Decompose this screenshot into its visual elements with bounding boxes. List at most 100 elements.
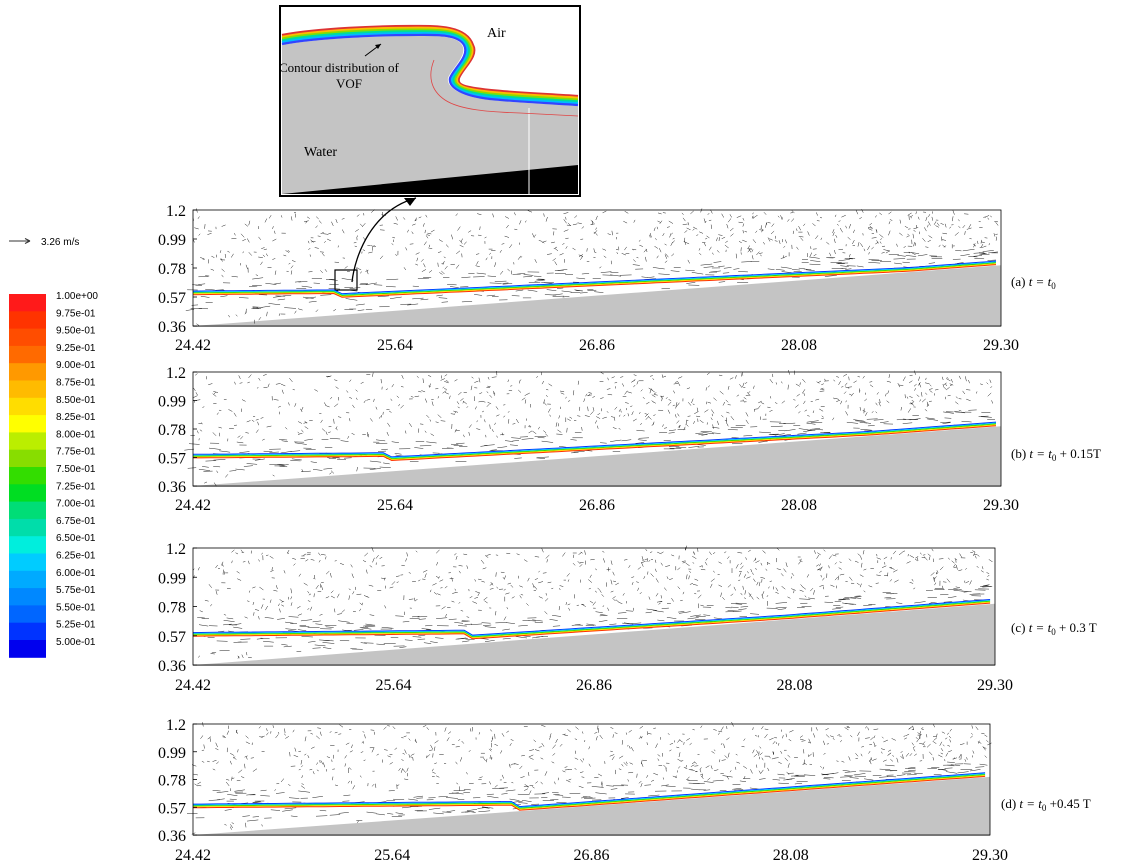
panel-label: (b) t = t0 + 0.15T [1011,446,1101,463]
inset-contour-line [281,26,579,99]
panel-label-prefix: (c) [1011,620,1029,635]
y-tick-label: 0.57 [158,451,186,468]
panel-vof-contour [192,601,991,639]
x-tick-label: 26.86 [579,337,615,354]
colorbar-label: 8.75e-01 [56,378,96,389]
panel-vof-contour [193,424,997,461]
panel-bed-region [193,776,990,836]
colorbar-label: 6.25e-01 [56,551,96,562]
x-tick-label: 26.86 [579,497,615,514]
x-tick-label: 28.08 [781,337,817,354]
panel-vof-contour [192,264,997,298]
panel-vof-contour [193,773,986,809]
panel-vof-contour [192,260,997,295]
colorbar-swatch [9,640,46,658]
colorbar-swatch [9,415,46,433]
colorbar-swatch [9,397,46,416]
colorbar-label: 8.25e-01 [56,412,96,423]
colorbar-swatch [9,518,46,537]
colorbar-swatch [9,536,46,554]
colorbar-label: 9.25e-01 [56,343,96,354]
x-tick-label: 24.42 [175,847,211,864]
colorbar-swatch [9,432,46,451]
inset-water-label: Water [304,145,337,160]
inset-contour-line [281,33,579,107]
x-tick-label: 24.42 [175,497,211,514]
y-tick-label: 0.99 [158,570,186,587]
colorbar-swatch [9,484,46,503]
panel-vof-contour [193,421,997,458]
panel-label-sub: 0 [1052,453,1057,463]
colorbar-swatch [9,467,46,485]
colorbar-swatch [9,588,46,606]
x-tick-label: 25.64 [374,847,410,864]
zoom-connector-arrowhead [404,198,416,206]
y-tick-label: 0.36 [158,658,186,675]
panel-label-prefix: (a) [1011,274,1029,289]
panel-bed-region [193,265,1001,327]
panel-d: 1.2 0.99 0.78 0.57 0.36 24.42 25.64 26.86 28.08 2… [158,717,1091,864]
panel-c: 1.2 0.99 0.78 0.57 0.36 24.42 25.64 26.86 28.08 2… [158,541,1097,694]
colorbar-label: 6.00e-01 [56,568,96,579]
panel-vof-contour [193,772,986,808]
inset-air-label: Air [487,26,506,41]
panel-label-suffix: + 0.3 T [1056,620,1097,635]
panel-vof-contour [192,602,991,640]
panel-vof-contour [192,599,991,637]
panel-label-sub: 0 [1051,281,1056,291]
panel-label-sub: 0 [1042,803,1047,813]
y-tick-label: 0.57 [158,629,186,646]
y-tick-label: 0.36 [158,319,186,336]
inset-contour-line [281,31,579,105]
y-tick-label: 0.36 [158,828,186,845]
colorbar-label: 5.75e-01 [56,585,96,596]
y-tick-label: 0.99 [158,394,186,411]
colorbar-label: 9.50e-01 [56,326,96,337]
velocity-scale-label: 3.26 m/s [41,237,79,248]
panel-velocity-arrows [192,545,993,659]
panel-bed-region [193,426,1001,487]
y-tick-label: 0.57 [158,290,186,307]
inset-water-region [282,35,578,195]
inset-annotation-pointer-head [375,44,381,49]
colorbar-swatch [9,311,46,330]
colorbar-swatch [9,449,46,468]
x-tick-label: 25.64 [377,497,413,514]
colorbar-label: 7.50e-01 [56,464,96,475]
panel-label-time: t = t [1019,796,1042,811]
y-tick-label: 0.78 [158,600,186,617]
panel-velocity-arrows [186,721,992,835]
colorbar-label: 9.75e-01 [56,308,96,319]
colorbar-swatch [9,345,46,364]
inset-red-inner-contour [430,59,579,117]
panel-vof-contour [193,425,997,462]
x-tick-label: 29.30 [983,337,1019,354]
panel-vof-contour [193,774,986,809]
panel-vof-contour [192,599,991,636]
panel-label-time: t = t [1029,620,1052,635]
panel-label: (d) t = t0 +0.45 T [1001,796,1091,813]
colorbar-swatch [9,622,46,641]
x-tick-label: 29.30 [972,847,1008,864]
colorbar-label: 8.00e-01 [56,429,96,440]
colorbar-swatch [9,570,46,589]
y-tick-label: 0.78 [158,773,186,790]
panel-vof-contour [193,422,997,459]
panel-label-time: t = t [1029,446,1052,461]
y-tick-label: 1.2 [166,717,186,734]
colorbar-label: 5.00e-01 [56,637,96,648]
panel-label: (c) t = t0 + 0.3 T [1011,620,1097,637]
x-tick-label: 26.86 [574,847,610,864]
inset-annotation-line2: VOF [336,76,362,91]
inset-annotation-line1: Contour distribution of [279,60,400,75]
colorbar-swatch [9,605,46,624]
zoom-connector [334,197,417,291]
panel-label-sub: 0 [1051,627,1056,637]
x-tick-label: 28.08 [777,677,813,694]
colorbar-swatch [9,294,46,312]
colorbar-swatch [9,328,46,347]
panel-bed-region [193,603,995,666]
inset-contour-line [281,24,579,98]
